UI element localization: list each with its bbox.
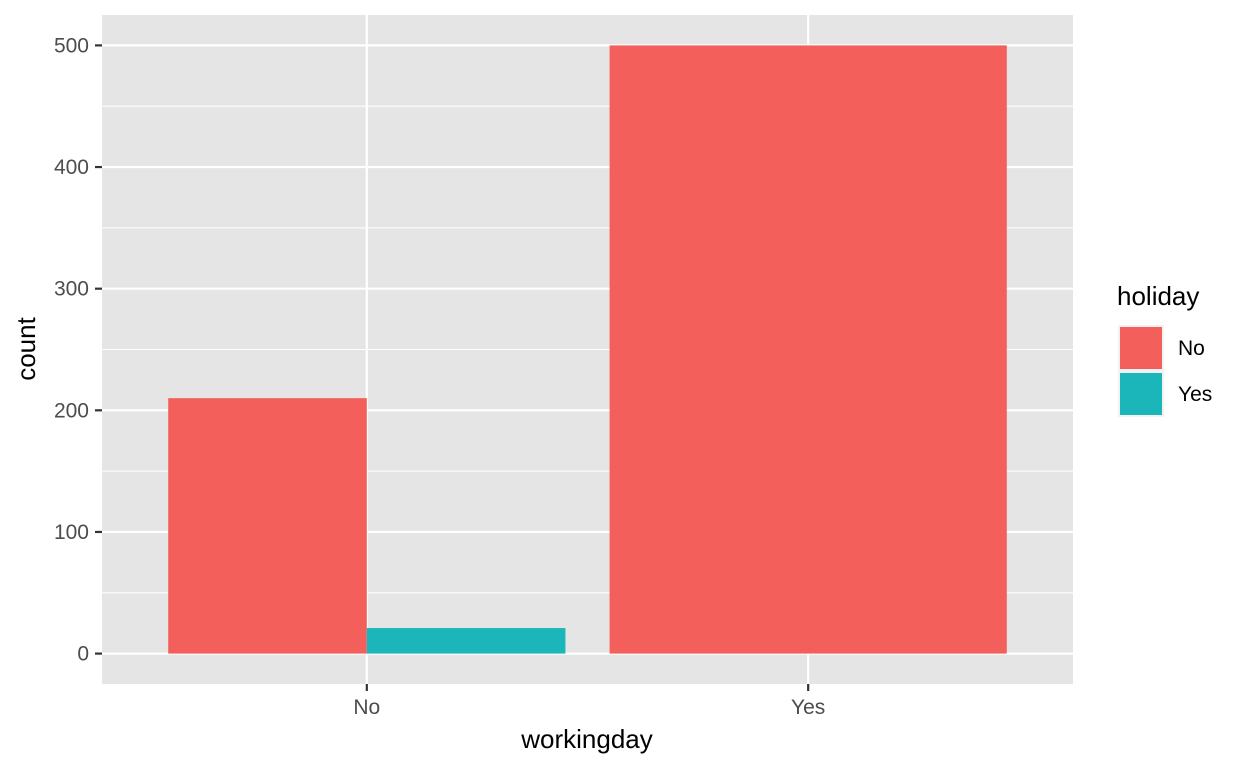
y-tick-label: 300 [54,278,89,301]
legend-title: holiday [1117,281,1199,311]
y-tick-label: 200 [54,399,89,422]
legend-label-no: No [1178,337,1205,360]
legend-label-yes: Yes [1178,383,1212,406]
y-axis: 0 100 200 300 400 500 [54,34,102,666]
bar-yes-holiday-no [609,45,1007,654]
y-tick-label: 400 [54,156,89,179]
x-tick-label: No [353,696,380,719]
y-tick-label: 0 [77,643,89,666]
x-tick-label: Yes [791,696,825,719]
y-tick-label: 500 [54,34,89,57]
bars [168,45,1007,654]
legend: holiday No Yes [1117,281,1212,417]
bar-no-holiday-yes [366,628,566,654]
legend-swatch-no [1120,327,1162,369]
legend-swatch-yes [1120,373,1162,415]
y-axis-title: count [11,316,41,380]
bar-no-holiday-no [168,398,367,654]
x-axis-title: workingday [520,724,653,754]
y-tick-label: 100 [54,521,89,544]
x-axis: No Yes [353,684,825,719]
